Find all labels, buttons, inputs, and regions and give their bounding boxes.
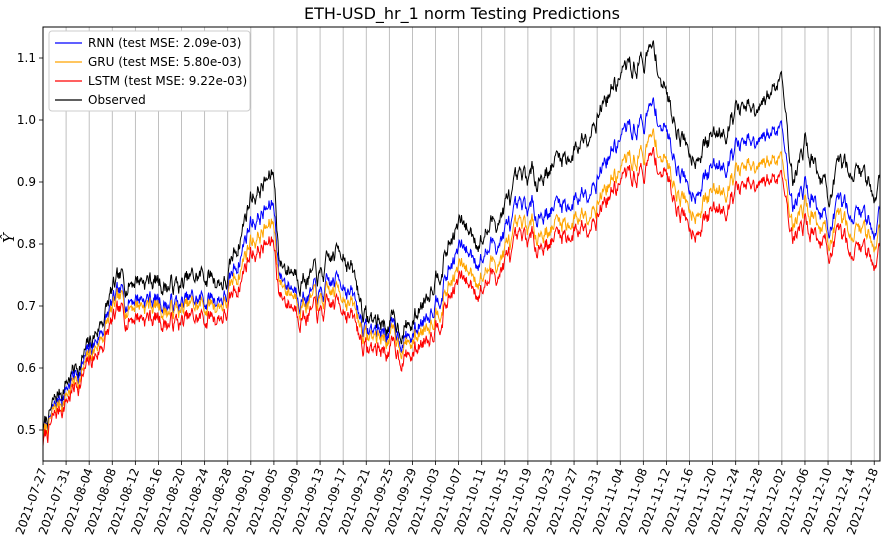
- y-tick-label: 1.1: [17, 51, 36, 65]
- legend: RNN (test MSE: 2.09e-03) GRU (test MSE: 5…: [48, 30, 251, 112]
- series-layer: [42, 40, 881, 447]
- y-tick-label: 0.9: [17, 175, 36, 189]
- chart-title: ETH-USD_hr_1 norm Testing Predictions: [304, 4, 620, 24]
- y-tick-label: 0.7: [17, 299, 36, 313]
- legend-label: LSTM (test MSE: 9.22e-03): [88, 74, 247, 88]
- y-tick-label: 0.5: [17, 423, 36, 437]
- y-axis-label: Ŷ: [0, 231, 18, 243]
- legend-label: Observed: [88, 93, 146, 107]
- series-line-gru: [42, 128, 881, 441]
- series-line-lstm: [42, 146, 881, 447]
- y-tick-label: 0.8: [17, 237, 36, 251]
- series-line-rnn: [42, 97, 881, 441]
- x-axis: 2021-07-272021-07-312021-08-042021-08-08…: [13, 461, 881, 537]
- y-tick-label: 1.0: [17, 113, 36, 127]
- legend-label: RNN (test MSE: 2.09e-03): [88, 36, 241, 50]
- legend-box: [48, 30, 251, 112]
- legend-label: GRU (test MSE: 5.80e-03): [88, 55, 242, 69]
- series-line-observed: [42, 40, 881, 435]
- y-axis: 0.5 0.6 0.7 0.8 0.9 1.0 1.1: [17, 51, 43, 437]
- y-tick-label: 0.6: [17, 361, 36, 375]
